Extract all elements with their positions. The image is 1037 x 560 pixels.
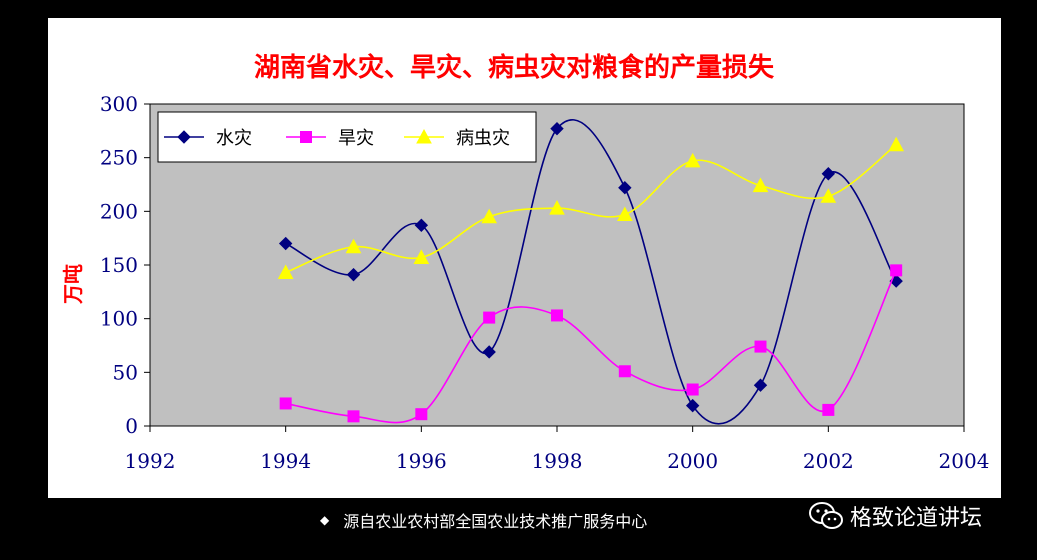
y-tick-label: 300 bbox=[100, 92, 138, 116]
y-axis-label: 万吨 bbox=[61, 264, 85, 305]
data-point bbox=[618, 365, 631, 378]
data-point bbox=[686, 383, 699, 396]
data-point bbox=[752, 177, 769, 193]
legend-box bbox=[157, 111, 537, 163]
data-point bbox=[278, 236, 293, 251]
data-point bbox=[413, 249, 430, 264]
data-point bbox=[685, 398, 700, 413]
watermark-text: 格致论道讲坛 bbox=[850, 506, 983, 531]
data-point bbox=[616, 206, 633, 222]
series-1 bbox=[278, 119, 903, 425]
data-point bbox=[346, 267, 361, 282]
legend-marker bbox=[300, 131, 312, 143]
y-tick-label: 200 bbox=[100, 199, 138, 223]
source-text: 源自农业农村部全国农业技术推广服务中心 bbox=[343, 512, 648, 531]
chart-title: 湖南省水灾、旱灾、病虫灾对粮食的产量损失 bbox=[254, 52, 775, 83]
data-point bbox=[684, 152, 701, 168]
series-2 bbox=[279, 264, 903, 424]
y-tick-label: 150 bbox=[100, 253, 138, 277]
legend-marker bbox=[416, 128, 432, 144]
data-point bbox=[820, 188, 837, 203]
data-point bbox=[481, 208, 498, 224]
data-point bbox=[618, 181, 632, 195]
x-tick-label: 1998 bbox=[532, 449, 583, 473]
y-tick-label: 100 bbox=[100, 307, 138, 331]
data-point bbox=[415, 408, 428, 421]
chart-panel: 湖南省水灾、旱灾、病虫灾对粮食的产量损失 万吨 0 50 100 150 200 250 3… bbox=[48, 18, 1001, 498]
data-point bbox=[549, 200, 565, 215]
data-point bbox=[483, 311, 496, 324]
legend-label: 病虫灾 bbox=[456, 128, 510, 149]
legend-label: 旱灾 bbox=[338, 128, 374, 149]
data-point bbox=[821, 167, 836, 181]
data-point bbox=[754, 340, 767, 353]
legend: 水灾 旱灾 病虫灾 bbox=[157, 111, 537, 163]
x-tick-label: 2004 bbox=[939, 449, 990, 473]
data-point bbox=[277, 264, 294, 280]
data-point bbox=[890, 264, 903, 277]
series-line bbox=[285, 270, 897, 424]
data-point bbox=[822, 403, 835, 416]
data-point bbox=[279, 397, 292, 410]
data-point bbox=[414, 218, 429, 232]
legend-marker bbox=[177, 130, 191, 144]
data-point bbox=[551, 309, 563, 322]
x-tick-label: 1996 bbox=[396, 449, 447, 473]
chart: 湖南省水灾、旱灾、病虫灾对粮食的产量损失 万吨 0 50 100 150 200 250 3… bbox=[61, 52, 990, 473]
x-tick-label: 1994 bbox=[260, 449, 311, 473]
y-tick-label: 0 bbox=[125, 414, 138, 438]
data-point bbox=[550, 121, 564, 136]
data-point bbox=[345, 238, 362, 254]
diamond-bullet-icon: ◆ bbox=[320, 513, 330, 527]
data-point bbox=[347, 410, 360, 423]
data-point bbox=[482, 345, 496, 359]
y-tick-label: 250 bbox=[100, 146, 138, 170]
source-note: ◆ 源自农业农村部全国农业技术推广服务中心 bbox=[320, 508, 647, 532]
data-point bbox=[753, 378, 768, 392]
wechat-icon bbox=[809, 502, 843, 529]
legend-label: 水灾 bbox=[216, 128, 252, 149]
x-tick-label: 2002 bbox=[803, 449, 854, 473]
watermark: 格致论道讲坛 bbox=[808, 500, 982, 532]
x-tick-label: 1992 bbox=[125, 449, 176, 473]
series-line bbox=[285, 144, 897, 274]
y-tick-label: 50 bbox=[113, 360, 138, 384]
series-3 bbox=[277, 136, 905, 280]
x-tick-label: 2000 bbox=[667, 449, 718, 473]
data-point bbox=[888, 136, 905, 152]
